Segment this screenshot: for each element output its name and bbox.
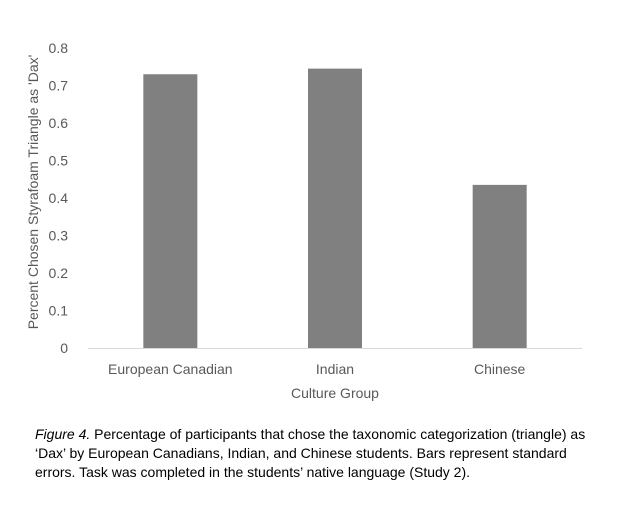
y-tick-label: 0.7	[49, 78, 69, 94]
y-tick-label: 0.4	[49, 190, 69, 206]
y-tick-label: 0.2	[49, 265, 69, 281]
x-axis-ticks: European Canadian Indian Chinese	[108, 361, 525, 377]
y-tick-label: 0.1	[49, 303, 69, 319]
bar-group	[143, 68, 527, 348]
x-tick-label: European Canadian	[108, 361, 233, 377]
figure-caption-text: Percentage of participants that chose th…	[35, 426, 586, 480]
bar	[143, 74, 198, 348]
y-tick-label: 0	[60, 340, 68, 356]
bar	[472, 184, 527, 348]
y-tick-label: 0.8	[49, 40, 69, 56]
y-axis-title: Percent Chosen Styrafoam Triangle as 'Da…	[25, 55, 41, 330]
y-tick-label: 0.6	[49, 115, 69, 131]
y-tick-label: 0.3	[49, 228, 69, 244]
x-axis-title: Culture Group	[291, 385, 379, 401]
x-tick-label: Chinese	[474, 361, 526, 377]
bar-chart: 0 0.1 0.2 0.3 0.4 0.5 0.6 0.7 0.8 European Canad…	[25, 40, 582, 401]
y-tick-label: 0.5	[49, 153, 69, 169]
bar	[308, 68, 362, 348]
x-tick-label: Indian	[316, 361, 354, 377]
figure-label: Figure 4.	[35, 426, 91, 442]
figure-caption: Figure 4. Percentage of participants tha…	[35, 425, 610, 482]
y-axis-ticks: 0 0.1 0.2 0.3 0.4 0.5 0.6 0.7 0.8	[49, 40, 69, 356]
